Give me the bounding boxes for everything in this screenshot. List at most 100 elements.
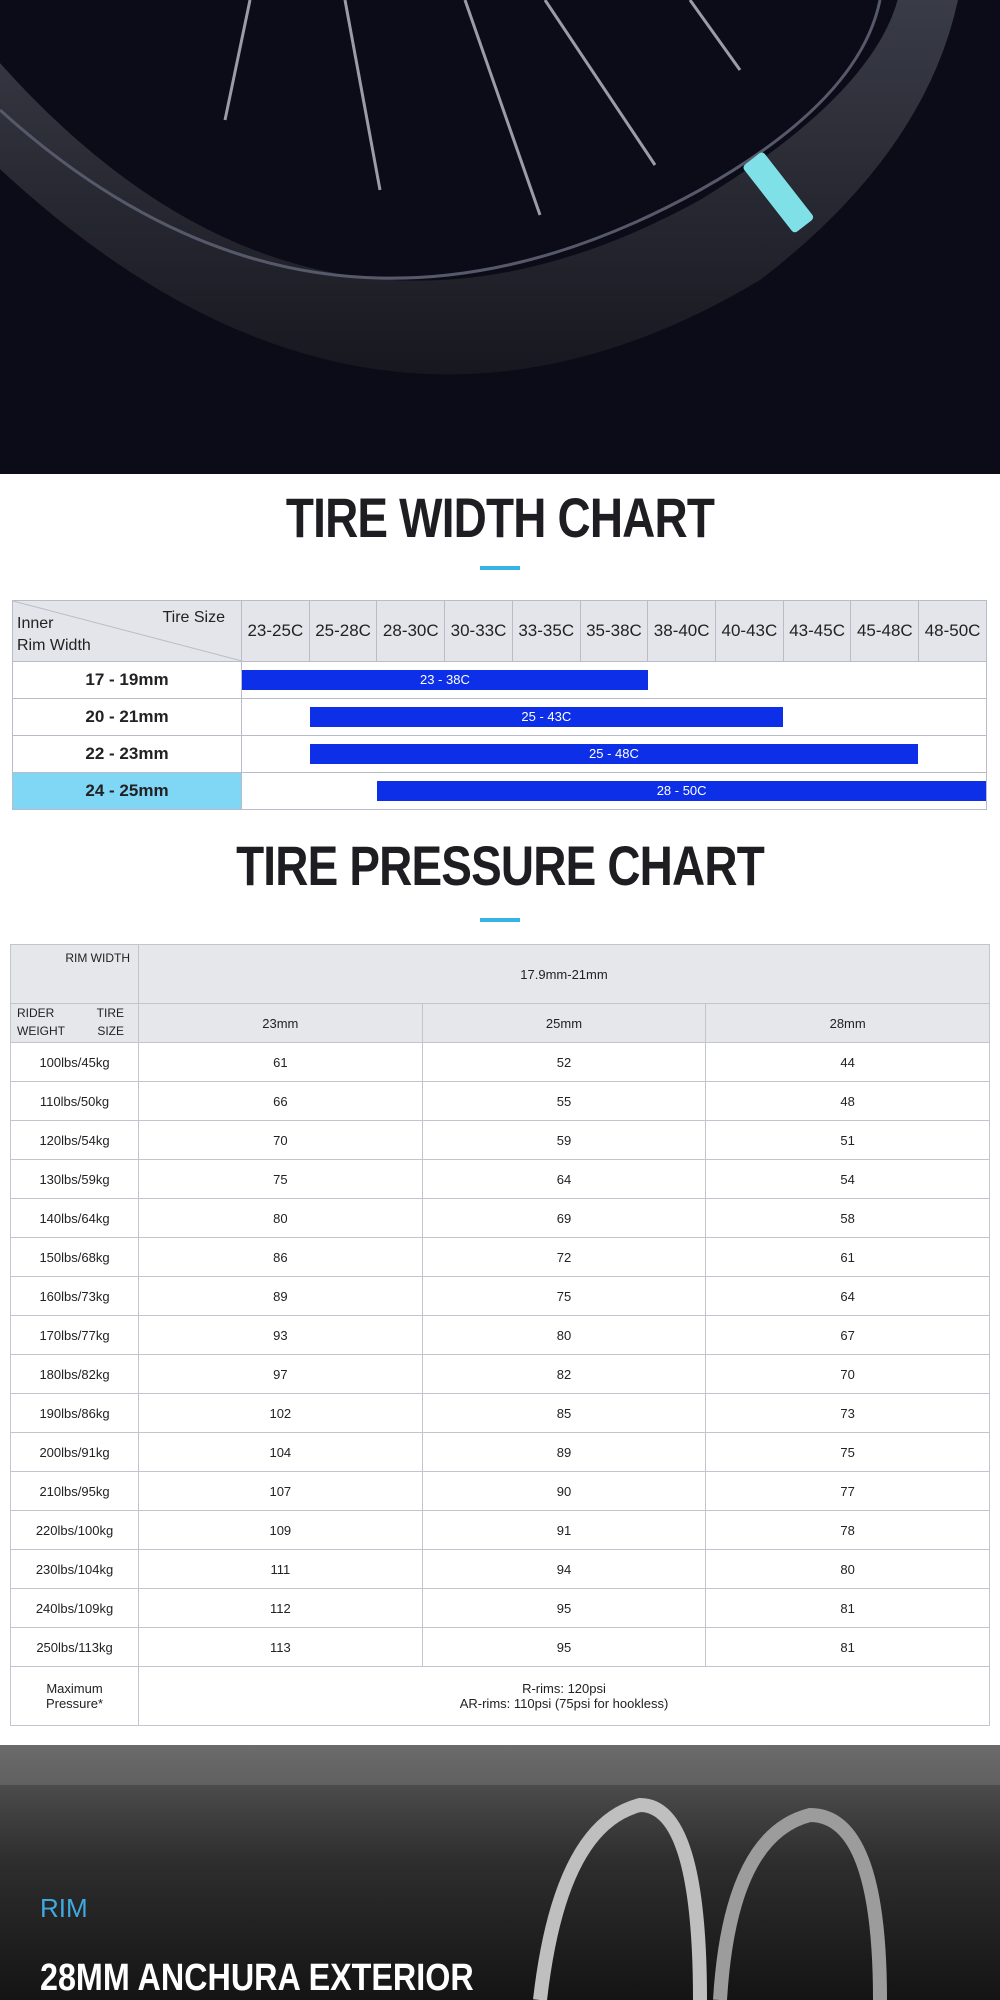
pressure-value: 95 (421, 1627, 707, 1667)
pressure-value: 70 (705, 1354, 990, 1394)
pressure-value: 111 (138, 1549, 423, 1589)
section-heading: 28MM ANCHURA EXTERIOR (40, 1957, 474, 1999)
range-bar: 23 - 38C (242, 670, 648, 690)
bottom-image: RIM 28MM ANCHURA EXTERIOR (0, 1745, 1000, 2000)
rider-weight: 230lbs/104kg (10, 1549, 139, 1589)
pressure-value: 81 (705, 1627, 990, 1667)
pressure-value: 107 (138, 1471, 423, 1511)
tire-size-header: 40-43C (715, 600, 784, 662)
decal (743, 152, 814, 233)
pressure-value: 95 (421, 1588, 707, 1628)
pressure-row: 210lbs/95kg 107 90 77 (10, 1471, 990, 1511)
pressure-row: 250lbs/113kg 113 95 81 (10, 1627, 990, 1667)
bar-cell: 23 - 38C (241, 661, 987, 699)
rim-width: 17 - 19mm (12, 661, 242, 699)
pressure-value: 102 (138, 1393, 423, 1433)
rider-weight: 110lbs/50kg (10, 1081, 139, 1121)
pressure-value: 44 (705, 1042, 990, 1082)
pressure-value: 48 (705, 1081, 990, 1121)
pressure-value: 59 (421, 1120, 707, 1160)
tire-size-header: 25mm (421, 1003, 707, 1043)
rider-weight: 100lbs/45kg (10, 1042, 139, 1082)
header-row: Tire Size Inner Rim Width 23-25C 25-28C 28-30… (12, 600, 987, 662)
pressure-value: 80 (138, 1198, 423, 1238)
section-title: TIRE PRESSURE CHART (236, 834, 765, 897)
tire-size-header: 23-25C (241, 600, 310, 662)
rim-width-value: 17.9mm-21mm (138, 944, 990, 1004)
pressure-value: 90 (421, 1471, 707, 1511)
pressure-value: 97 (138, 1354, 423, 1394)
rim-width: 24 - 25mm (12, 772, 242, 810)
pressure-value: 55 (421, 1081, 707, 1121)
corner-label: Tire Size (162, 609, 225, 626)
corner-cell: Tire Size Inner Rim Width (12, 600, 242, 662)
footer-text: R-rims: 120psi AR-rims: 110psi (75psi for… (138, 1666, 990, 1726)
pressure-row: 170lbs/77kg 93 80 67 (10, 1315, 990, 1355)
pressure-row: 230lbs/104kg 111 94 80 (10, 1549, 990, 1589)
tire-size-header: 45-48C (850, 600, 920, 662)
section-title: TIRE WIDTH CHART (285, 486, 715, 549)
rim-width: 20 - 21mm (12, 698, 242, 736)
tire-size-header: 23mm (138, 1003, 423, 1043)
pressure-value: 104 (138, 1432, 423, 1472)
pressure-value: 113 (138, 1627, 423, 1667)
tire-size-header: 38-40C (647, 600, 717, 662)
width-row: 24 - 25mm 28 - 50C (12, 772, 987, 810)
tire-size-header: 28mm (705, 1003, 990, 1043)
pressure-value: 72 (421, 1237, 707, 1277)
pressure-row: 190lbs/86kg 102 85 73 (10, 1393, 990, 1433)
title-underline (480, 918, 520, 922)
bar-cell: 25 - 48C (241, 735, 987, 773)
footer-line: AR-rims: 110psi (75psi for hookless) (459, 1696, 669, 1711)
corner-cell: RIM WIDTH (10, 944, 139, 1004)
rider-weight: 240lbs/109kg (10, 1588, 139, 1628)
pressure-row: 130lbs/59kg 75 64 54 (10, 1159, 990, 1199)
rider-weight: 220lbs/100kg (10, 1510, 139, 1550)
rim-shape (0, 0, 958, 375)
pressure-value: 91 (421, 1510, 707, 1550)
section-kicker: RIM (40, 1893, 88, 1923)
footer-label: Maximum Pressure* (10, 1666, 139, 1726)
rider-weight: 250lbs/113kg (10, 1627, 139, 1667)
pressure-row: 160lbs/73kg 89 75 64 (10, 1276, 990, 1316)
bar-cell: 25 - 43C (241, 698, 987, 736)
tire-size-header: 25-28C (308, 600, 378, 662)
range-bar: 25 - 43C (309, 707, 784, 727)
pressure-row: 150lbs/68kg 86 72 61 (10, 1237, 990, 1277)
tire-size-header: 33-35C (511, 600, 581, 662)
rim-illustration (0, 0, 958, 375)
pressure-value: 64 (705, 1276, 990, 1316)
width-row: 20 - 21mm 25 - 43C (12, 698, 987, 736)
rider-weight: 160lbs/73kg (10, 1276, 139, 1316)
rim-photo (0, 1745, 1000, 2000)
rider-weight: 150lbs/68kg (10, 1237, 139, 1277)
pressure-value: 69 (421, 1198, 707, 1238)
corner-label: RIM WIDTH (65, 951, 130, 965)
pressure-value: 89 (421, 1432, 707, 1472)
header-row: RIM WIDTH 17.9mm-21mm (10, 944, 990, 1004)
range-bar: 28 - 50C (377, 781, 986, 801)
pressure-value: 86 (138, 1237, 423, 1277)
tire-pressure-table: RIM WIDTH 17.9mm-21mm RIDER WEIGHT TIRE SIZ… (10, 944, 990, 1726)
rider-weight: 130lbs/59kg (10, 1159, 139, 1199)
spokes (223, 0, 742, 216)
pressure-value: 89 (138, 1276, 423, 1316)
range-bar: 25 - 48C (309, 744, 919, 764)
pressure-value: 112 (138, 1588, 423, 1628)
pressure-row: 240lbs/109kg 112 95 81 (10, 1588, 990, 1628)
pressure-value: 94 (421, 1549, 707, 1589)
rider-weight: 190lbs/86kg (10, 1393, 139, 1433)
pressure-value: 64 (421, 1159, 707, 1199)
pressure-value: 73 (705, 1393, 990, 1433)
pressure-row: 110lbs/50kg 66 55 48 (10, 1081, 990, 1121)
hero-image (0, 0, 1000, 474)
pressure-value: 82 (421, 1354, 707, 1394)
pressure-value: 67 (705, 1315, 990, 1355)
rider-weight: 170lbs/77kg (10, 1315, 139, 1355)
pressure-value: 80 (705, 1549, 990, 1589)
pressure-value: 109 (138, 1510, 423, 1550)
tire-size-header: 28-30C (376, 600, 446, 662)
tire-size-header: 48-50C (918, 600, 987, 662)
corner-label: RIDER WEIGHT (17, 1006, 65, 1038)
